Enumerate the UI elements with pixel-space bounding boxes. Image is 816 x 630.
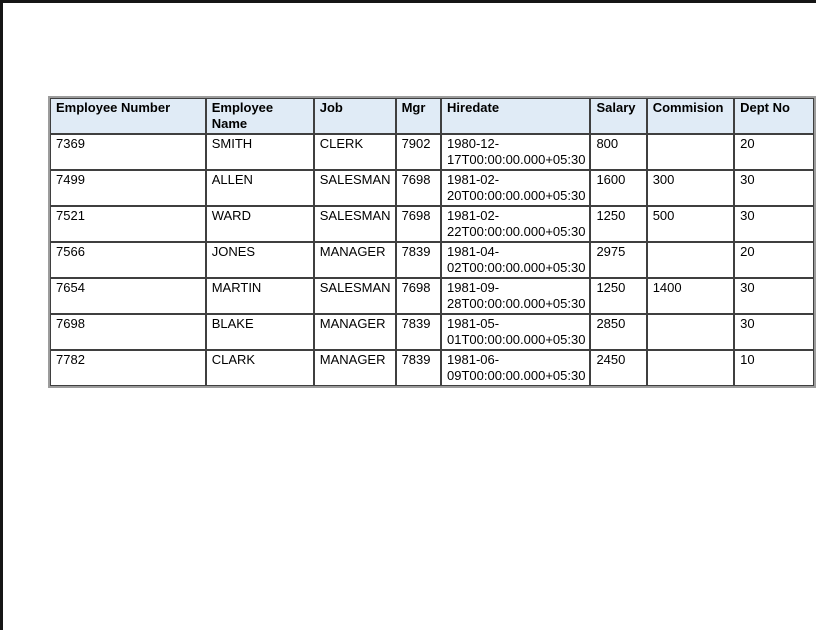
cell-salary: 2975 xyxy=(590,242,647,278)
cell-hiredate: 1981-05-01T00:00:00.000+05:30 xyxy=(441,314,591,350)
cell-empno: 7499 xyxy=(50,170,206,206)
cell-mgr: 7698 xyxy=(395,206,442,242)
cell-salary: 1250 xyxy=(590,206,647,242)
page-border-left xyxy=(0,0,3,630)
table-row: 7698 BLAKE MANAGER 7839 1981-05-01T00:00:00.… xyxy=(50,314,814,350)
cell-salary: 2850 xyxy=(590,314,647,350)
cell-empno: 7698 xyxy=(50,314,206,350)
cell-empno: 7369 xyxy=(50,134,206,170)
cell-hiredate: 1981-02-22T00:00:00.000+05:30 xyxy=(441,206,591,242)
cell-job: SALESMAN xyxy=(313,170,396,206)
cell-salary: 1600 xyxy=(590,170,647,206)
cell-job: SALESMAN xyxy=(313,206,396,242)
table-row: 7369 SMITH CLERK 7902 1980-12-17T00:00:00.00… xyxy=(50,134,814,170)
employee-table: Employee Number Employee Name Job Mgr Hi… xyxy=(48,96,816,388)
page-border-top xyxy=(0,0,816,3)
employee-report: Employee Number Employee Name Job Mgr Hi… xyxy=(48,96,816,388)
table-row: 7566 JONES MANAGER 7839 1981-04-02T00:00:00.… xyxy=(50,242,814,278)
cell-empno: 7654 xyxy=(50,278,206,314)
cell-deptno: 20 xyxy=(734,134,814,170)
column-header-commission: Commision xyxy=(646,98,735,134)
cell-ename: WARD xyxy=(205,206,314,242)
cell-empno: 7782 xyxy=(50,350,206,386)
cell-deptno: 30 xyxy=(734,278,814,314)
cell-commission: 1400 xyxy=(646,278,735,314)
cell-hiredate: 1980-12-17T00:00:00.000+05:30 xyxy=(441,134,591,170)
cell-job: MANAGER xyxy=(313,314,396,350)
column-header-salary: Salary xyxy=(590,98,647,134)
cell-empno: 7521 xyxy=(50,206,206,242)
cell-mgr: 7839 xyxy=(395,350,442,386)
cell-salary: 1250 xyxy=(590,278,647,314)
cell-ename: ALLEN xyxy=(205,170,314,206)
cell-mgr: 7902 xyxy=(395,134,442,170)
cell-empno: 7566 xyxy=(50,242,206,278)
cell-ename: BLAKE xyxy=(205,314,314,350)
cell-mgr: 7839 xyxy=(395,242,442,278)
table-row: 7521 WARD SALESMAN 7698 1981-02-22T00:00:00.… xyxy=(50,206,814,242)
header-row: Employee Number Employee Name Job Mgr Hi… xyxy=(50,98,814,134)
column-header-employee-name: Employee Name xyxy=(205,98,314,134)
column-header-hiredate: Hiredate xyxy=(441,98,591,134)
cell-deptno: 20 xyxy=(734,242,814,278)
table-row: 7654 MARTIN SALESMAN 7698 1981-09-28T00:00:0… xyxy=(50,278,814,314)
cell-commission xyxy=(646,314,735,350)
cell-hiredate: 1981-02-20T00:00:00.000+05:30 xyxy=(441,170,591,206)
cell-mgr: 7839 xyxy=(395,314,442,350)
employee-table-body: 7369 SMITH CLERK 7902 1980-12-17T00:00:00.00… xyxy=(50,134,814,386)
employee-table-header: Employee Number Employee Name Job Mgr Hi… xyxy=(50,98,814,134)
column-header-dept-no: Dept No xyxy=(734,98,814,134)
cell-hiredate: 1981-04-02T00:00:00.000+05:30 xyxy=(441,242,591,278)
cell-mgr: 7698 xyxy=(395,170,442,206)
cell-job: CLERK xyxy=(313,134,396,170)
cell-commission xyxy=(646,134,735,170)
column-header-mgr: Mgr xyxy=(395,98,442,134)
cell-ename: MARTIN xyxy=(205,278,314,314)
cell-commission: 500 xyxy=(646,206,735,242)
table-row: 7782 CLARK MANAGER 7839 1981-06-09T00:00:00.… xyxy=(50,350,814,386)
column-header-employee-number: Employee Number xyxy=(50,98,206,134)
table-row: 7499 ALLEN SALESMAN 7698 1981-02-20T00:00:00… xyxy=(50,170,814,206)
cell-hiredate: 1981-06-09T00:00:00.000+05:30 xyxy=(441,350,591,386)
cell-ename: CLARK xyxy=(205,350,314,386)
cell-commission xyxy=(646,242,735,278)
cell-salary: 2450 xyxy=(590,350,647,386)
cell-ename: SMITH xyxy=(205,134,314,170)
cell-deptno: 30 xyxy=(734,170,814,206)
cell-job: MANAGER xyxy=(313,350,396,386)
column-header-job: Job xyxy=(313,98,396,134)
cell-deptno: 30 xyxy=(734,206,814,242)
cell-ename: JONES xyxy=(205,242,314,278)
cell-commission: 300 xyxy=(646,170,735,206)
cell-job: SALESMAN xyxy=(313,278,396,314)
cell-job: MANAGER xyxy=(313,242,396,278)
cell-deptno: 30 xyxy=(734,314,814,350)
cell-salary: 800 xyxy=(590,134,647,170)
cell-commission xyxy=(646,350,735,386)
cell-mgr: 7698 xyxy=(395,278,442,314)
cell-deptno: 10 xyxy=(734,350,814,386)
cell-hiredate: 1981-09-28T00:00:00.000+05:30 xyxy=(441,278,591,314)
